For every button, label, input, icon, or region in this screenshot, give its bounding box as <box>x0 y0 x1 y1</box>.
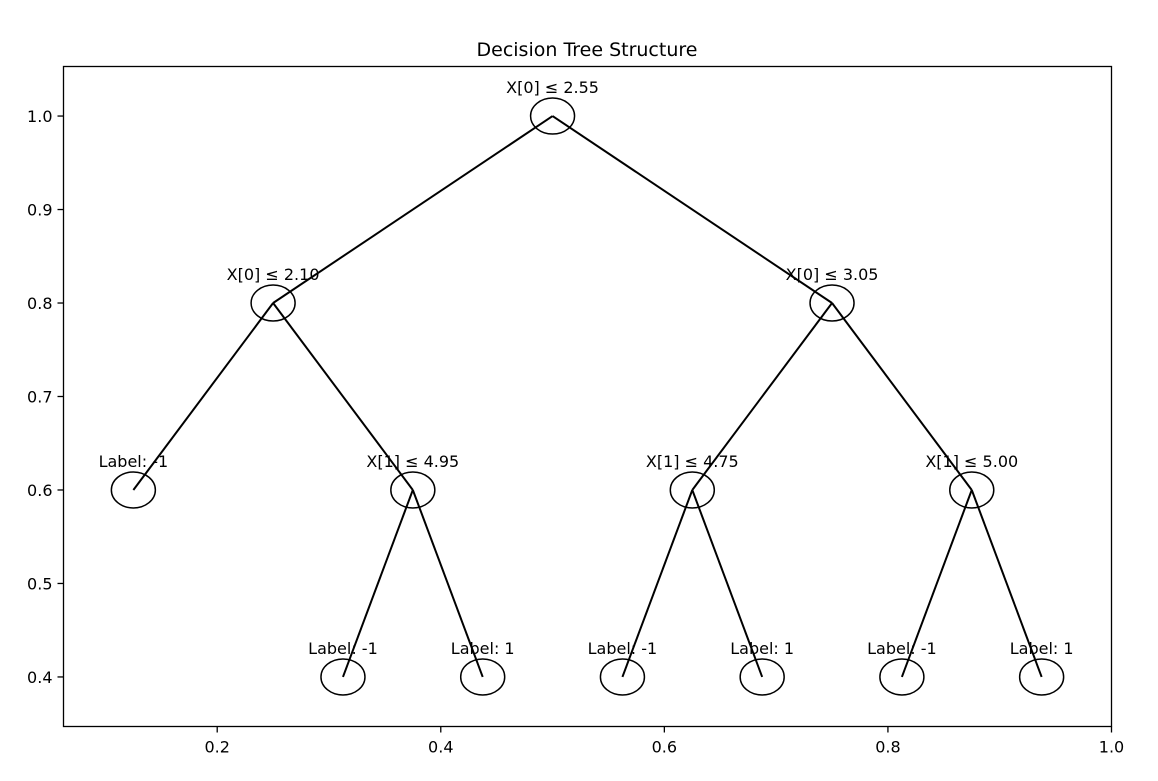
tree-edge <box>900 489 973 678</box>
tree-edge <box>621 489 694 678</box>
node-label: X[1] ≤ 4.95 <box>366 452 459 471</box>
node-label: Label: 1 <box>1010 639 1074 658</box>
x-tick-label: 0.8 <box>875 738 900 757</box>
tree-node <box>250 284 296 322</box>
x-axis: 0.2 0.4 0.6 0.8 1.0 <box>204 726 1124 757</box>
y-tick-label: 0.9 <box>27 201 52 220</box>
tree-node <box>809 284 855 322</box>
y-tick-label: 1.0 <box>27 107 52 126</box>
y-tick-label: 0.5 <box>27 574 52 593</box>
node-label: Label: 1 <box>451 639 515 658</box>
tree-node <box>390 471 436 509</box>
node-label: X[1] ≤ 5.00 <box>925 452 1018 471</box>
node-label: X[0] ≤ 3.05 <box>786 265 879 284</box>
edges-layer <box>132 115 1043 678</box>
tree-node <box>669 471 716 509</box>
node-label: X[0] ≤ 2.10 <box>227 265 320 284</box>
tree-node <box>599 658 646 696</box>
x-tick-label: 0.4 <box>428 738 453 757</box>
node-label: Label: -1 <box>308 639 378 658</box>
tree-edge <box>411 489 484 678</box>
tree-node <box>529 97 576 135</box>
x-tick-label: 0.2 <box>204 738 229 757</box>
tree-edge <box>970 489 1043 678</box>
tree-edge <box>272 115 554 304</box>
tree-node <box>459 658 506 696</box>
y-tick-label: 0.4 <box>27 668 52 687</box>
chart-title: Decision Tree Structure <box>477 39 698 61</box>
tree-edge <box>342 489 414 678</box>
tree-node <box>879 658 925 696</box>
y-tick-label: 0.6 <box>27 481 52 500</box>
y-tick-label: 0.7 <box>27 388 52 407</box>
tree-edge <box>132 302 274 491</box>
node-label: Label: 1 <box>730 639 794 658</box>
node-label: X[1] ≤ 4.75 <box>646 452 739 471</box>
tree-edge <box>272 302 414 491</box>
tree-node <box>739 658 785 696</box>
tree-edge <box>552 115 833 304</box>
tree-node <box>1018 658 1065 696</box>
y-axis: 0.4 0.5 0.6 0.7 0.8 0.9 1.0 <box>27 107 64 687</box>
x-tick-label: 1.0 <box>1099 738 1124 757</box>
tree-edge <box>691 302 833 491</box>
node-labels-layer: X[0] ≤ 2.55 X[0] ≤ 2.10 X[0] ≤ 3.05 Label: … <box>99 78 1074 658</box>
tree-edge <box>831 302 973 491</box>
nodes-layer <box>110 97 1065 696</box>
tree-edge <box>691 489 764 678</box>
tree-node <box>110 471 157 509</box>
node-label: Label: -1 <box>588 639 658 658</box>
x-tick-label: 0.6 <box>652 738 677 757</box>
node-label: Label: -1 <box>867 639 937 658</box>
y-tick-label: 0.8 <box>27 294 52 313</box>
node-label: X[0] ≤ 2.55 <box>506 78 599 97</box>
tree-node <box>320 658 366 696</box>
node-label: Label: -1 <box>99 452 169 471</box>
tree-node <box>949 471 995 509</box>
